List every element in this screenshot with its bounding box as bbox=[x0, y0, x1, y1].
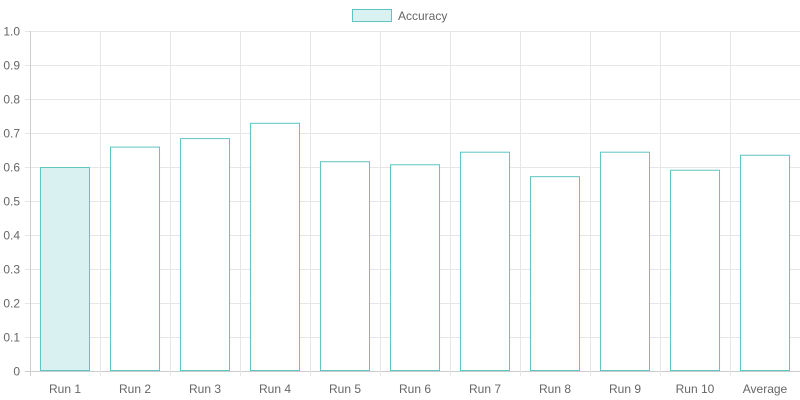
y-tick-label: 0.2 bbox=[3, 297, 20, 311]
x-tick-label: Run 7 bbox=[469, 382, 501, 396]
y-tick-label: 0.9 bbox=[3, 59, 20, 73]
y-tick-label: 0.6 bbox=[3, 161, 20, 175]
x-axis-ticks: Run 1 Run 2 Run 3 Run 4 Run 5 Run 6 Run 7 Run 8… bbox=[49, 382, 788, 396]
legend-swatch[interactable] bbox=[352, 9, 392, 22]
legend[interactable]: Accuracy bbox=[352, 9, 448, 23]
x-tick-label: Run 1 bbox=[49, 382, 81, 396]
x-tick-label: Average bbox=[743, 382, 788, 396]
x-tick-label: Run 6 bbox=[399, 382, 431, 396]
bar-run-2[interactable] bbox=[109, 146, 161, 371]
y-tick-label: 0.3 bbox=[3, 263, 20, 277]
bar-run-4[interactable] bbox=[249, 122, 301, 371]
x-tick-label: Run 2 bbox=[119, 382, 151, 396]
x-tick-label: Run 9 bbox=[609, 382, 641, 396]
y-tick-label: 1.0 bbox=[3, 25, 20, 39]
bar-run-6[interactable] bbox=[389, 164, 441, 371]
x-tick-label: Run 10 bbox=[676, 382, 715, 396]
y-tick-label: 0.4 bbox=[3, 229, 20, 243]
x-tick-label: Run 3 bbox=[189, 382, 221, 396]
bars bbox=[39, 122, 791, 371]
y-tick-label: 0.8 bbox=[3, 93, 20, 107]
y-tick-label: 0.1 bbox=[3, 331, 20, 345]
y-axis-ticks: 0 0.1 0.2 0.3 0.4 0.5 0.6 0.7 0.8 0.9 1.0 bbox=[3, 25, 20, 379]
bar-run-9[interactable] bbox=[599, 151, 651, 371]
bar-run-7[interactable] bbox=[459, 151, 511, 371]
bar-run-5[interactable] bbox=[319, 161, 371, 371]
bar-average[interactable] bbox=[739, 154, 791, 371]
bar-run-10[interactable] bbox=[669, 169, 721, 371]
bar-run-3[interactable] bbox=[179, 138, 231, 371]
x-tick-label: Run 5 bbox=[329, 382, 361, 396]
x-tick-label: Run 4 bbox=[259, 382, 291, 396]
y-tick-label: 0.7 bbox=[3, 127, 20, 141]
bar-run-8[interactable] bbox=[529, 176, 581, 371]
bar-run-1[interactable] bbox=[39, 167, 91, 371]
x-tick-label: Run 8 bbox=[539, 382, 571, 396]
y-tick-label: 0 bbox=[13, 365, 20, 379]
y-tick-label: 0.5 bbox=[3, 195, 20, 209]
legend-label-accuracy[interactable]: Accuracy bbox=[398, 9, 447, 23]
